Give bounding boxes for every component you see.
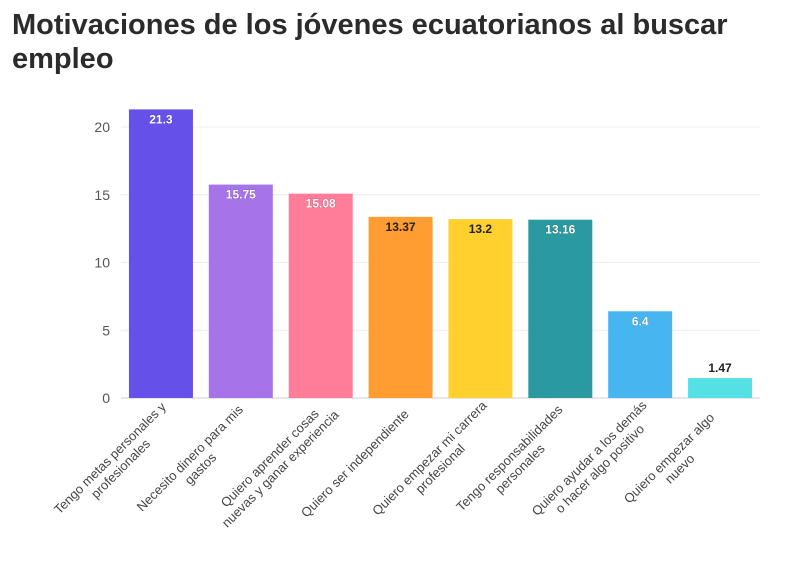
bar bbox=[288, 193, 353, 398]
y-tick-label: 10 bbox=[94, 255, 110, 271]
data-label: 1.47 bbox=[708, 361, 732, 375]
chart-title: Motivaciones de los jóvenes ecuatorianos… bbox=[12, 9, 728, 75]
x-tick-label: Quiero empezar mi carreraprofesional bbox=[369, 397, 501, 529]
bar bbox=[608, 311, 673, 398]
bar bbox=[448, 219, 513, 398]
bar bbox=[128, 109, 193, 398]
data-label: 13.37 bbox=[386, 220, 416, 234]
bar bbox=[528, 219, 593, 398]
y-tick-label: 5 bbox=[102, 322, 110, 338]
bars bbox=[128, 109, 753, 398]
data-label: 6.4 bbox=[632, 314, 649, 328]
data-label: 13.16 bbox=[545, 223, 575, 237]
y-axis: 0 5 10 15 20 bbox=[94, 119, 110, 406]
data-label: 13.2 bbox=[469, 222, 493, 236]
bar bbox=[208, 184, 273, 398]
data-label: 15.75 bbox=[226, 188, 256, 202]
data-labels: 21.3 15.75 15.08 13.37 13.2 13.16 6.4 1.47 bbox=[149, 112, 732, 375]
y-tick-label: 15 bbox=[94, 187, 110, 203]
x-axis: Tengo metas personales yprofesionalesNec… bbox=[51, 397, 717, 530]
data-label: 15.08 bbox=[306, 197, 336, 211]
bar bbox=[368, 216, 433, 398]
y-tick-label: 20 bbox=[94, 119, 110, 135]
y-tick-label: 0 bbox=[102, 390, 110, 406]
x-tick-label: Tengo metas personales yprofesionales bbox=[51, 399, 180, 528]
bar bbox=[688, 378, 753, 398]
data-label: 21.3 bbox=[149, 112, 173, 126]
